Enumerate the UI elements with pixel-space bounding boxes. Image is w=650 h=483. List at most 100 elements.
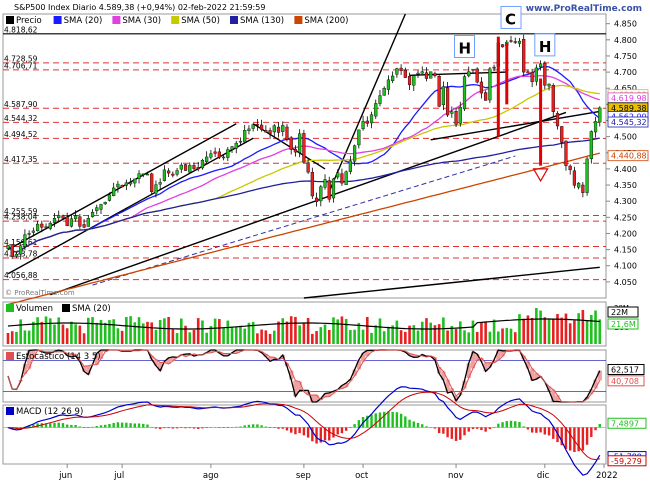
watermark: © ProRealTime.com (5, 289, 75, 297)
volume-bar (475, 332, 479, 344)
candle-body (407, 76, 412, 85)
volume-bar (425, 318, 428, 344)
pattern-label: C (505, 10, 516, 28)
trend-line (252, 123, 326, 170)
macd-hist-bar (133, 423, 137, 428)
volume-bar (277, 321, 280, 344)
value-badge-label: 40,708 (611, 377, 639, 386)
macd-hist-bar (184, 427, 187, 429)
volume-bar (247, 322, 251, 344)
candle-body (310, 172, 314, 197)
macd-hist-bar (585, 427, 589, 445)
macd-hist-bar (95, 425, 98, 428)
volume-bar (137, 317, 141, 344)
candle-body (133, 178, 137, 184)
candle-body (120, 185, 124, 188)
candle-body (475, 68, 479, 83)
candle-body (479, 81, 484, 94)
macd-hist-bar (518, 421, 521, 428)
volume-bar (251, 321, 255, 344)
macd-hist-bar (36, 423, 39, 428)
macd-hist-bar (230, 427, 234, 428)
candle-body (340, 173, 344, 184)
value-badge-label: 62,517 (611, 365, 639, 374)
volume-bar (205, 332, 208, 344)
volume-bar (513, 332, 517, 344)
macd-hist-bar (154, 427, 158, 429)
volume-bar (260, 329, 263, 344)
macd-hist-bar (268, 427, 272, 428)
candle-body (331, 178, 336, 199)
macd-hist-bar (65, 424, 69, 428)
legend-swatch (53, 16, 62, 24)
volume-bar (598, 319, 602, 344)
macd-hist-bar (302, 427, 306, 436)
candle-body (361, 121, 365, 130)
macd-hist-bar (425, 426, 428, 428)
volume-bar (171, 329, 175, 344)
candle-body (386, 79, 391, 90)
candle-body (357, 129, 361, 146)
macd-hist-bar (454, 427, 458, 441)
candle-body (568, 165, 572, 171)
volume-bar (535, 308, 538, 344)
volume-bar (53, 324, 56, 344)
macd-hist-bar (437, 427, 441, 434)
macd-hist-bar (328, 427, 331, 441)
volume-bar (518, 314, 521, 344)
panel-frame (2, 349, 607, 403)
candle-body (268, 130, 272, 134)
volume-bar (412, 325, 416, 344)
candle-body (281, 125, 285, 132)
volume-bar (78, 325, 82, 344)
candle-body (234, 142, 238, 149)
volume-bar (112, 319, 115, 344)
macd-hist-bar (568, 427, 572, 451)
value-badge-label: 22M (611, 308, 628, 317)
macd-hist-bar (526, 427, 530, 430)
volume-bar (65, 328, 69, 344)
macd-hist-bar (201, 427, 204, 429)
volume-bar (484, 322, 487, 344)
volume-bar (27, 330, 31, 344)
volume-bar (70, 321, 73, 344)
sma200-line (7, 152, 600, 306)
volume-bar (167, 317, 170, 344)
candle-body (19, 245, 23, 255)
candle-body (95, 207, 99, 211)
volume-bar (184, 325, 187, 344)
candle-body (226, 149, 230, 158)
macd-hist-bar (543, 427, 547, 435)
legend-swatch (112, 16, 121, 24)
candle-body (319, 186, 323, 202)
volume-bar (311, 333, 314, 344)
macd-hist-bar (408, 419, 411, 428)
volume-bar (357, 322, 361, 344)
candle-body (353, 145, 357, 162)
candle-body (86, 218, 90, 227)
volume-bar (594, 310, 597, 344)
macd-hist-bar (497, 423, 500, 428)
trend-line (328, 13, 406, 192)
trend-line (303, 266, 600, 299)
legend-label: SMA (30) (122, 16, 161, 26)
macd-hist-bar (501, 422, 504, 428)
macd-hist-bar (251, 424, 255, 428)
x-tick-label: nov (448, 471, 464, 481)
candle-body (175, 170, 179, 175)
volume-bar (336, 319, 340, 344)
macd-hist-bar (332, 427, 335, 438)
volume-bar (36, 317, 39, 344)
volume-bar (547, 319, 551, 344)
volume-bar (382, 331, 386, 344)
candle-body (403, 69, 407, 78)
macd-hist-bar (404, 416, 407, 428)
y-tick-label: 4.850 (614, 20, 637, 29)
level-label: 4.056,88 (4, 271, 38, 280)
y-tick-label: 4.400 (614, 165, 637, 174)
volume-bar (23, 330, 27, 344)
candle-body (162, 169, 166, 181)
macd-hist-bar (91, 426, 94, 428)
value-badge-label: 7,4897 (611, 419, 639, 428)
